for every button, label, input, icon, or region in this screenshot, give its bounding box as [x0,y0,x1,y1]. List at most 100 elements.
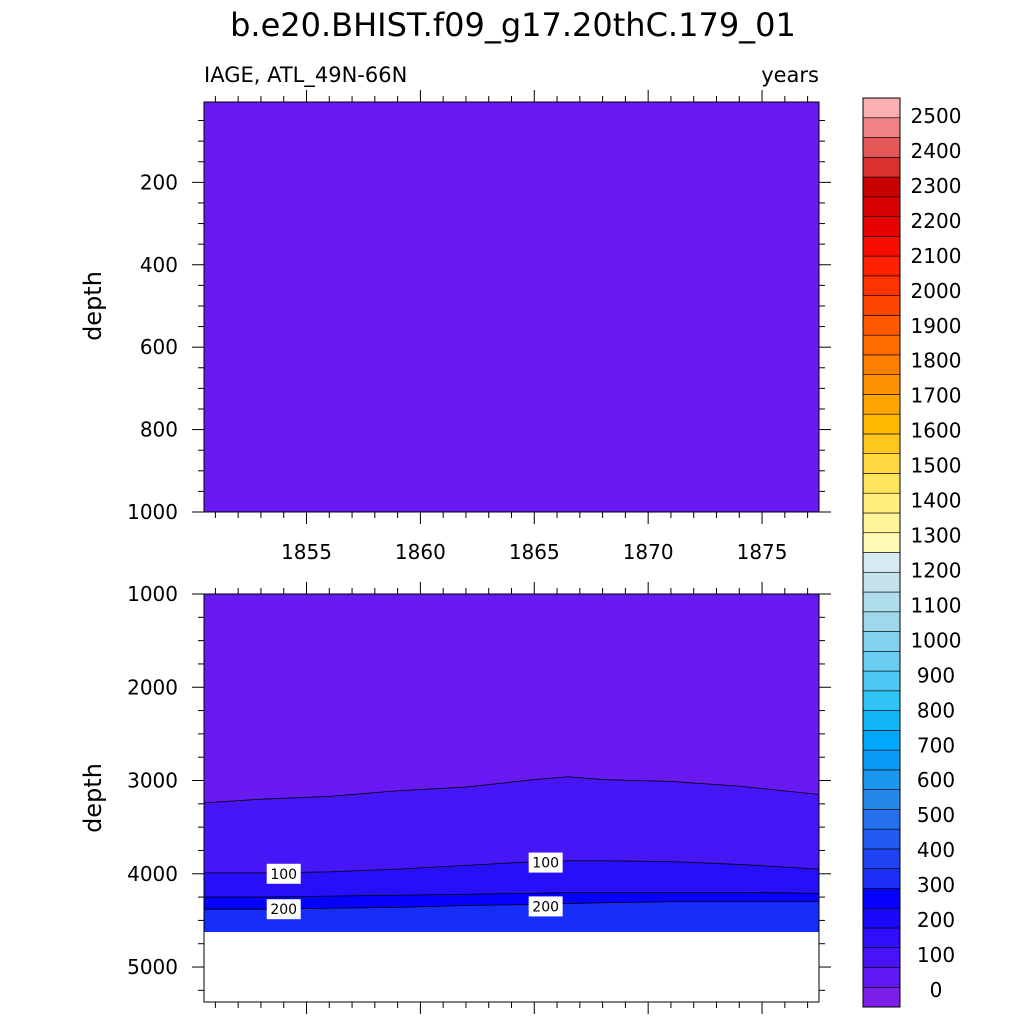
colorbar-box [862,947,901,968]
colorbar: 2500240023002200210020001900180017001600… [862,97,962,1008]
colorbar-label: 1600 [911,419,962,443]
colorbar-box [862,710,901,731]
right-string: years [761,63,819,87]
y-tick-label: 800 [140,418,178,442]
top-fill [204,102,819,512]
colorbar-label: 800 [917,698,955,722]
colorbar-label: 100 [917,943,955,967]
colorbar-box [862,552,901,573]
contour-line [204,892,820,898]
colorbar-box [862,848,901,869]
y-tick-label: 1000 [127,582,178,606]
x-tick-label: 1855 [281,540,332,564]
top-y-axis-label: depth [79,271,107,341]
colorbar-box [862,631,901,652]
y-tick-label: 200 [140,170,178,194]
colorbar-label: 900 [917,663,955,687]
colorbar-label: 400 [917,838,955,862]
colorbar-box [862,176,901,198]
colorbar-label: 500 [917,803,955,827]
x-tick-label: 1870 [623,540,674,564]
contour-label-box [266,899,301,920]
colorbar-box [862,374,901,395]
colorbar-box [862,591,901,613]
colorbar-box [862,868,901,889]
colorbar-box [862,828,901,850]
colorbar-label: 2200 [911,209,962,233]
colorbar-box [862,275,901,296]
colorbar-box [862,986,901,1008]
colorbar-label: 0 [930,978,943,1002]
colorbar-box [862,769,901,790]
colorbar-box [862,789,901,810]
colorbar-box [862,611,901,632]
contour-label: 200 [270,902,297,918]
y-tick-label: 400 [140,253,178,277]
depth-band [204,860,819,898]
depth-band [204,594,819,803]
colorbar-box [862,730,901,751]
colorbar-label: 2300 [911,174,962,198]
colorbar-box [862,236,901,257]
colorbar-label: 300 [917,873,955,897]
contour-label: 200 [532,899,559,915]
colorbar-box [862,196,901,217]
chart-title: b.e20.BHIST.f09_g17.20thC.179_01 [230,6,796,44]
colorbar-box [862,690,901,711]
colorbar-box [862,512,901,534]
colorbar-box [862,907,901,929]
contour-line [203,776,820,804]
colorbar-label: 2400 [911,139,962,163]
colorbar-label: 200 [917,908,955,932]
colorbar-box [862,571,901,593]
bottom-y-axis-label: depth [79,763,107,833]
depth-band [204,892,819,910]
colorbar-label: 1400 [911,489,962,513]
y-tick-label: 4000 [127,862,178,886]
colorbar-box [862,156,901,178]
y-tick-label: 1000 [127,500,178,524]
colorbar-box [862,334,901,356]
colorbar-box [862,927,901,949]
colorbar-label: 1700 [911,384,962,408]
colorbar-box [862,97,901,119]
contour-label-box [528,896,563,917]
contour-label: 100 [532,856,559,872]
colorbar-label: 2100 [911,244,962,268]
colorbar-box [862,216,901,237]
colorbar-box [862,809,901,830]
colorbar-frame [862,97,901,1008]
colorbar-label: 2500 [911,104,962,128]
colorbar-box [862,315,901,336]
x-tick-label: 1875 [737,540,788,564]
colorbar-box [862,492,901,514]
colorbar-box [862,888,901,909]
colorbar-label: 1900 [911,314,962,338]
y-tick-label: 5000 [127,955,178,979]
colorbar-label: 1800 [911,349,962,373]
colorbar-box [862,394,901,415]
depth-band [204,901,819,933]
colorbar-label: 2000 [911,279,962,303]
colorbar-label: 1000 [911,628,962,652]
contour-label-box [266,863,301,884]
colorbar-box [862,651,901,672]
depth-band [204,776,819,873]
colorbar-box [862,354,901,375]
y-tick-label: 600 [140,335,178,359]
colorbar-box [862,255,901,277]
colorbar-box [862,413,901,435]
bottom-panel: 1000 2000 3000 4000 5000 100 100 200 200 [127,582,831,1014]
colorbar-label: 700 [917,733,955,757]
colorbar-box [862,453,901,474]
colorbar-label: 1100 [911,593,962,617]
colorbar-box [862,473,901,494]
y-tick-label: 3000 [127,769,178,793]
contour-label-box [528,852,563,873]
colorbar-label: 600 [917,768,955,792]
x-tick-label: 1865 [509,540,560,564]
colorbar-box [862,749,901,771]
colorbar-box [862,295,901,316]
y-tick-label: 2000 [127,675,178,699]
